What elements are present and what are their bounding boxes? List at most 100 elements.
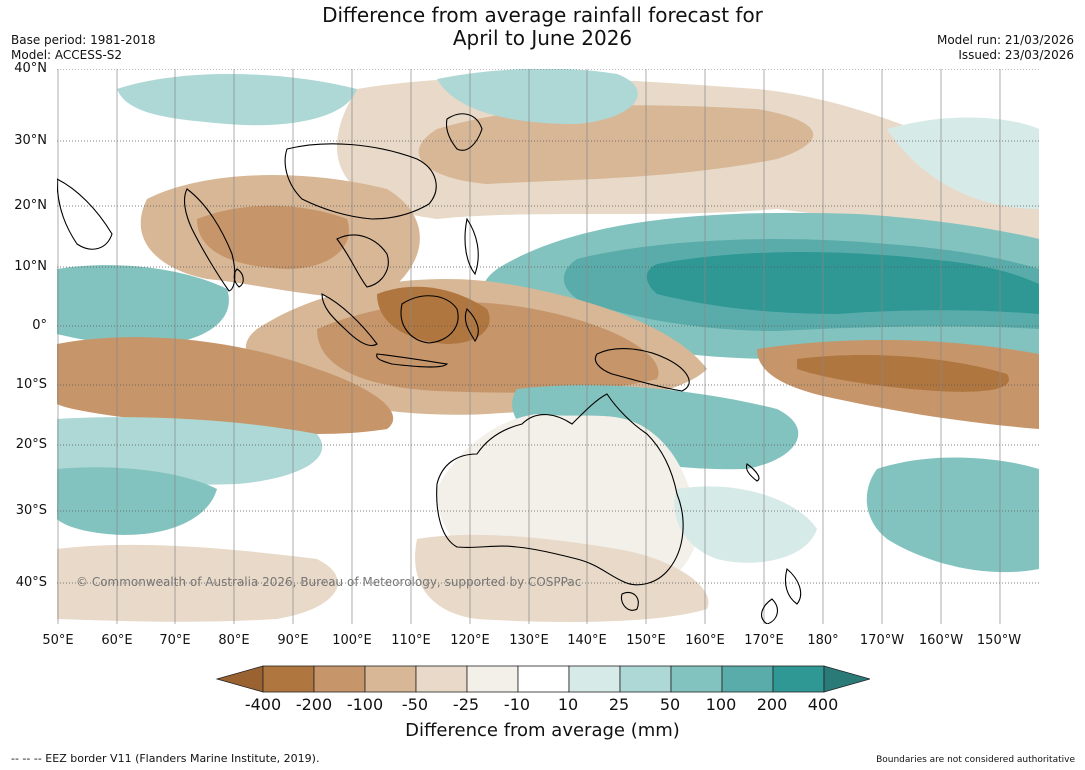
longitude-gridlines	[57, 69, 1001, 624]
region-wet-south-indian-band	[57, 417, 323, 485]
colorbar-swatch	[313, 665, 366, 693]
region-dry-south-australia	[415, 534, 709, 622]
lon-label-160e: 160°E	[685, 633, 725, 648]
lon-label-50e: 50°E	[42, 633, 74, 648]
coast-sri-lanka	[233, 268, 244, 288]
coast-java	[376, 353, 449, 368]
colorbar-swatch	[466, 665, 519, 693]
coast-sulawesi	[464, 308, 479, 343]
region-wet-ne-pacific	[887, 117, 1039, 209]
coast-india	[183, 188, 236, 292]
region-dry-southern-ocean-west	[57, 544, 338, 622]
lon-label-150w: 150°W	[976, 633, 1022, 648]
lat-label-10n: 10°N	[14, 259, 47, 274]
title-line-2: April to June 2026	[452, 26, 633, 50]
legend-colorbar	[215, 665, 870, 693]
meta-left: Base period: 1981-2018 Model: ACCESS-S2	[11, 33, 156, 63]
legend-tick: -25	[452, 695, 480, 714]
lon-label-60e: 60°E	[101, 633, 133, 648]
legend-tick: 10	[557, 695, 579, 714]
legend-tick: -50	[401, 695, 429, 714]
legend-tick: 200	[756, 695, 788, 714]
coast-arabia	[57, 178, 113, 250]
lon-label-70e: 70°E	[159, 633, 191, 648]
legend-tick: -10	[503, 695, 531, 714]
lat-label-20s: 20°S	[15, 437, 47, 452]
issued-date: Issued: 23/03/2026	[958, 48, 1074, 62]
colorbar-swatch	[568, 665, 621, 693]
colorbar-swatch	[415, 665, 468, 693]
coast-philippines	[464, 217, 479, 276]
region-wet-japan	[437, 69, 638, 124]
colorbar-swatch	[721, 665, 774, 693]
legend-tick: 100	[705, 695, 737, 714]
meta-right: Model run: 21/03/2026 Issued: 23/03/2026	[937, 33, 1074, 63]
coast-borneo	[400, 295, 459, 344]
coast-china	[284, 143, 437, 220]
coast-tasmania	[620, 591, 639, 611]
lon-label-140e: 140°E	[567, 633, 607, 648]
region-wet-west-indian-ocean	[57, 265, 229, 345]
colorbar-extend-high	[823, 665, 870, 693]
legend-tick: -400	[244, 695, 282, 714]
coast-korea-japan	[445, 113, 483, 151]
region-dry-sw-pacific-core	[797, 354, 1009, 392]
legend-label: Difference from average (mm)	[405, 720, 680, 741]
base-period: Base period: 1981-2018	[11, 33, 156, 47]
coastlines	[57, 113, 802, 624]
lon-label-120e: 120°E	[450, 633, 490, 648]
region-dry-north-pacific-core	[418, 105, 814, 184]
coast-new-guinea	[594, 348, 690, 392]
lon-label-180: 180°	[807, 633, 839, 648]
region-wet-central-asia	[117, 74, 357, 126]
lon-label-150e: 150°E	[626, 633, 666, 648]
region-wet-tasman	[674, 486, 817, 563]
lat-label-40s: 40°S	[15, 575, 47, 590]
title-line-1: Difference from average rainfall forecas…	[322, 3, 763, 27]
model-name: Model: ACCESS-S2	[11, 48, 123, 62]
colorbar-swatch	[364, 665, 417, 693]
lat-label-30s: 30°S	[15, 503, 47, 518]
coast-new-caledonia	[745, 463, 760, 482]
lon-label-130e: 130°E	[509, 633, 549, 648]
coast-sumatra	[321, 293, 378, 347]
colorbar-swatches	[215, 665, 870, 693]
coast-new-zealand-north	[784, 568, 802, 605]
lon-label-90e: 90°E	[277, 633, 309, 648]
region-wet-se-pacific	[866, 457, 1039, 573]
lon-label-170w: 170°W	[859, 633, 905, 648]
colorbar-extend-low	[215, 665, 264, 693]
lat-label-eq: 0°	[32, 318, 47, 333]
lat-label-20n: 20°N	[14, 198, 47, 213]
colorbar-swatch	[619, 665, 672, 693]
legend-tick: -200	[295, 695, 333, 714]
colorbar-swatch	[772, 665, 825, 693]
lon-label-170e: 170°E	[744, 633, 784, 648]
legend-tick: 50	[659, 695, 681, 714]
lon-label-110e: 110°E	[391, 633, 431, 648]
map-canvas	[57, 69, 1039, 624]
legend-tick: 25	[608, 695, 630, 714]
colorbar-swatch	[262, 665, 315, 693]
region-dry-borneo-core	[377, 286, 490, 344]
lat-label-40n: 40°N	[14, 61, 47, 76]
lon-label-100e: 100°E	[332, 633, 372, 648]
lat-label-30n: 30°N	[14, 133, 47, 148]
lat-label-10s: 10°S	[15, 377, 47, 392]
lon-label-80e: 80°E	[218, 633, 250, 648]
colorbar-swatch	[670, 665, 723, 693]
coast-australia	[436, 393, 684, 586]
model-run-date: Model run: 21/03/2026	[936, 33, 1074, 47]
copyright-notice: © Commonwealth of Australia 2026, Bureau…	[76, 575, 582, 589]
rainfall-map[interactable]	[57, 69, 1039, 624]
coast-indochina	[336, 234, 389, 288]
colorbar-swatch	[517, 665, 570, 693]
legend-tick: -100	[346, 695, 384, 714]
lon-label-160w: 160°W	[918, 633, 964, 648]
region-dry-india-core	[197, 205, 349, 269]
region-dry-south-indian-ocean	[57, 337, 394, 435]
region-wet-southern-indian	[57, 467, 217, 535]
map-title: Difference from average rainfall forecas…	[0, 4, 1085, 50]
eez-border-note: -- -- -- EEZ border V11 (Flanders Marine…	[11, 752, 320, 765]
boundaries-disclaimer: Boundaries are not considered authoritat…	[876, 755, 1075, 765]
